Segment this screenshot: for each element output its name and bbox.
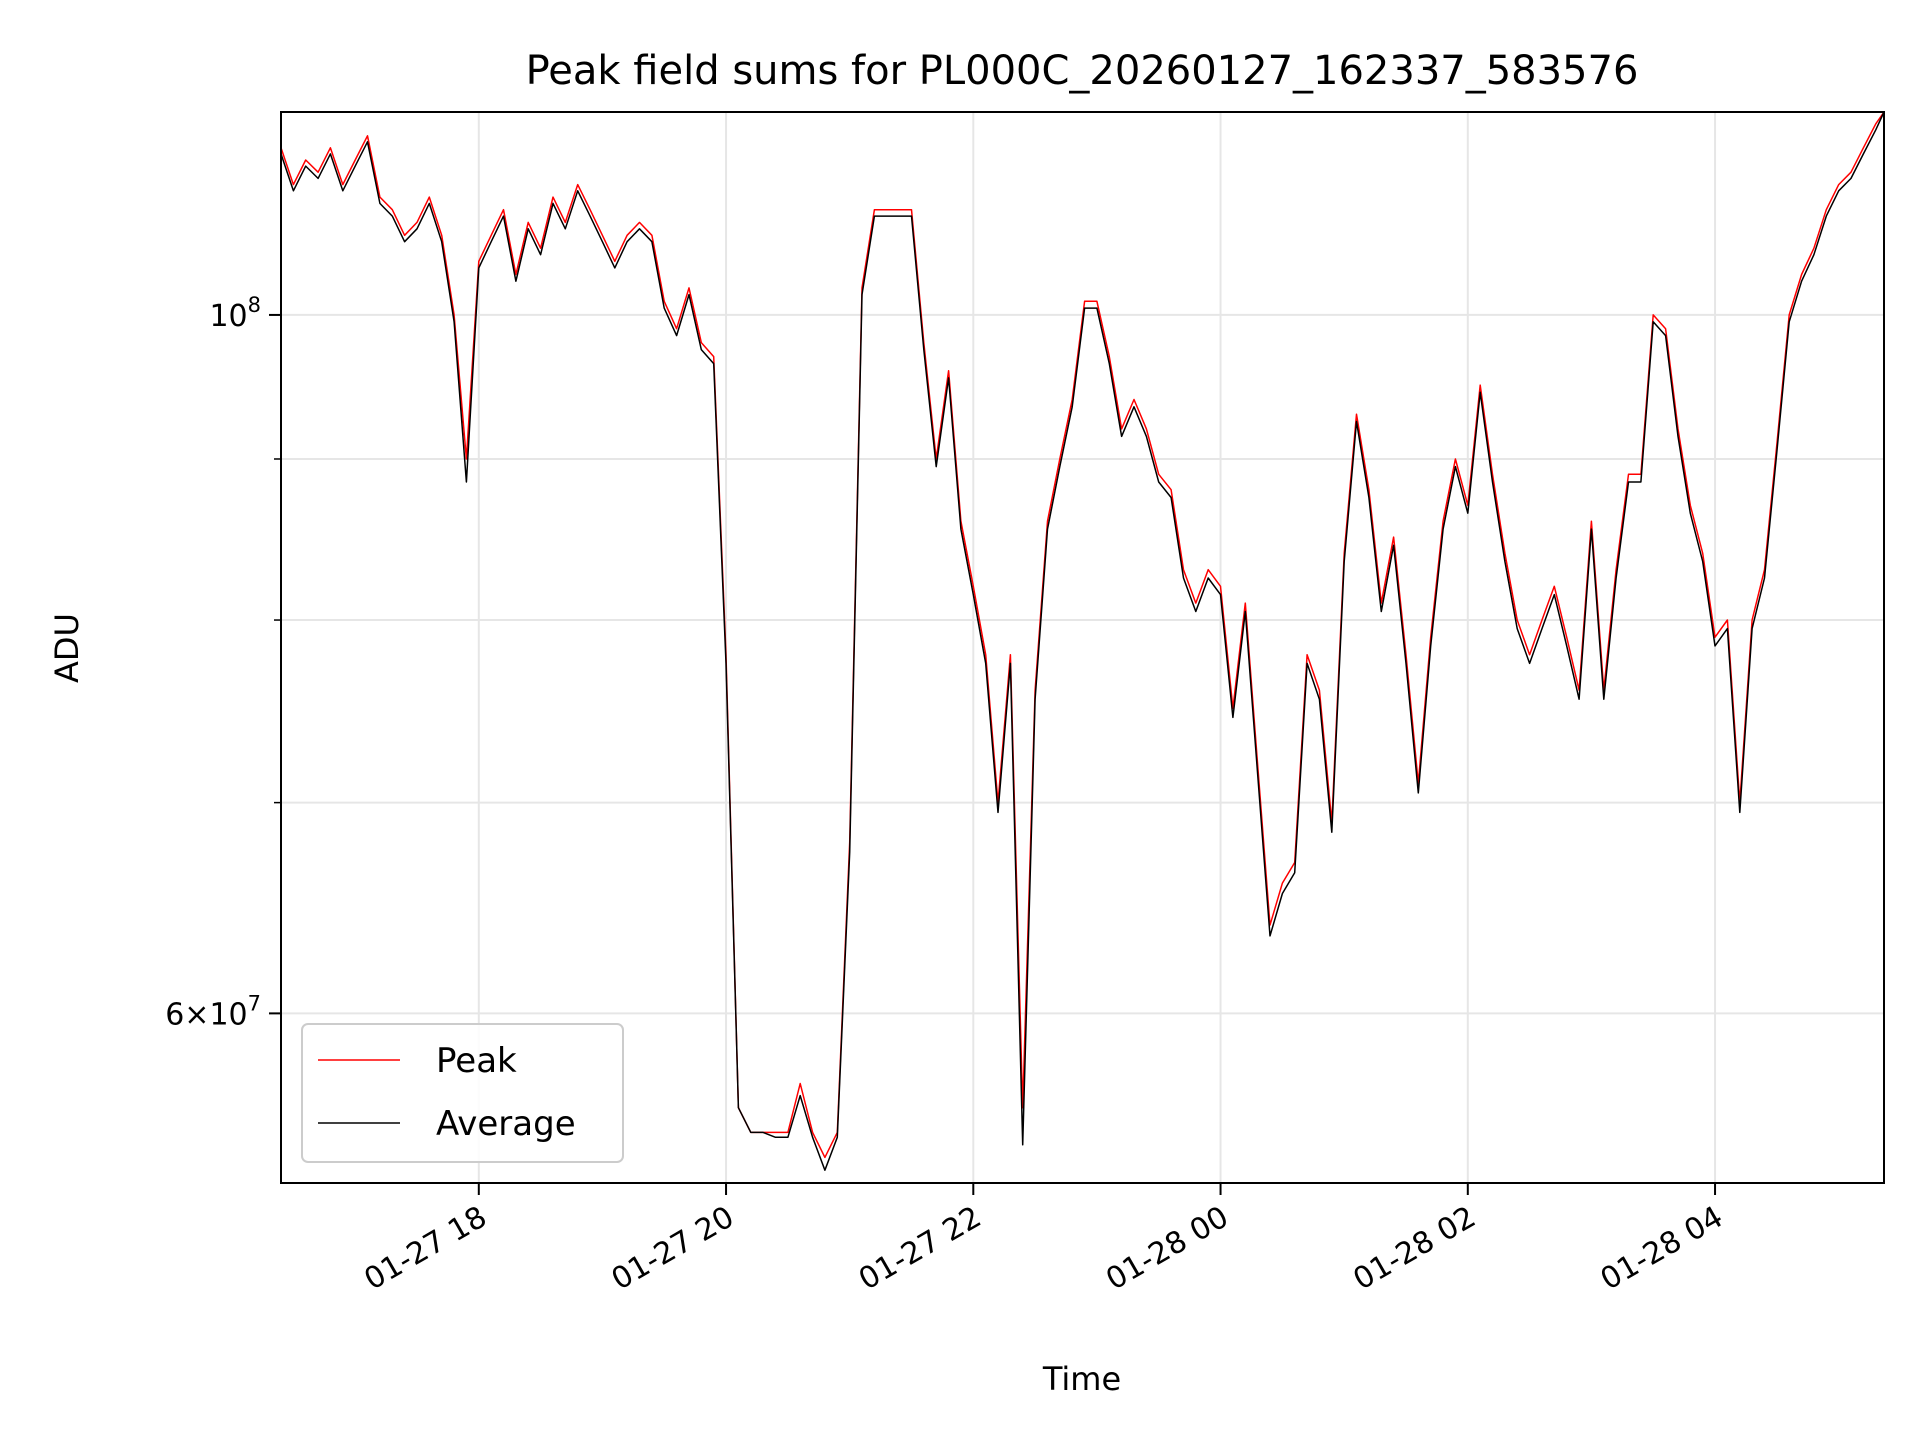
- chart-title: Peak field sums for PL000C_20260127_1623…: [526, 48, 1639, 94]
- y-tick-label: 108: [209, 293, 261, 334]
- plot-frame: [280, 111, 1885, 1184]
- y-axis-label: ADU: [48, 613, 86, 683]
- y-axis: 6×107 108: [165, 293, 281, 1032]
- legend-label-average: Average: [436, 1104, 576, 1144]
- x-axis-label: Time: [1042, 1360, 1121, 1398]
- legend-label-peak: Peak: [436, 1041, 517, 1081]
- legend-box: [301, 1023, 624, 1163]
- series-layer: [280, 111, 1885, 1171]
- series-line-average: [280, 111, 1885, 1171]
- legend: Peak Average: [301, 1023, 624, 1163]
- series-line-peak: [280, 111, 1885, 1159]
- y-tick-label: 6×107: [165, 991, 261, 1032]
